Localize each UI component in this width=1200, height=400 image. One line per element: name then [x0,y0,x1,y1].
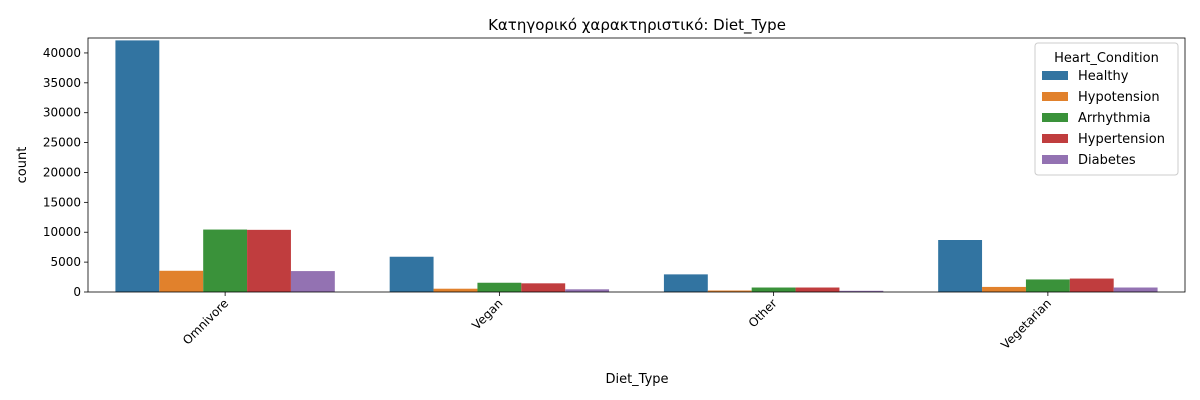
legend-box [1034,42,1179,176]
legend-title: Heart_Condition [1054,51,1159,66]
bar-hypertension-other [795,287,840,292]
bar-arrhythmia-vegan [477,282,522,292]
y-tick-label: 30000 [43,106,81,120]
legend: Heart_Condition Healthy Hypotension Arrhyth… [1034,42,1179,176]
bar-hypertension-omnivore [247,229,291,292]
y-tick-label: 15000 [43,195,81,209]
bar-diabetes-other [839,290,884,292]
y-axis: 0 5000 10000 15000 20000 25000 30000 35000 40000 [43,46,88,299]
bar-hypotension-other [707,290,752,292]
bar-hypotension-vegan [433,288,478,292]
x-tick-label: Other [746,296,780,330]
legend-entry-diabetes: Diabetes [1078,153,1136,168]
bar-healthy-vegetarian [938,240,983,292]
bar-arrhythmia-other [751,287,796,292]
bar-diabetes-vegetarian [1113,287,1158,292]
y-tick-label: 40000 [43,46,81,60]
bar-healthy-other [663,274,708,292]
y-tick-label: 0 [73,285,81,299]
bar-arrhythmia-vegetarian [1025,279,1070,292]
x-tick-label: Omnivore [180,296,231,347]
legend-entry-arrhythmia: Arrhythmia [1078,111,1151,126]
y-tick-label: 35000 [43,76,81,90]
y-tick-label: 20000 [43,165,81,179]
y-tick-label: 10000 [43,225,81,239]
bars [115,40,1158,292]
bar-healthy-vegan [389,256,434,292]
legend-entry-hypertension: Hypertension [1078,132,1165,147]
bar-hypertension-vegan [521,283,566,292]
legend-swatch-hypotension [1042,92,1068,101]
legend-entry-healthy: Healthy [1078,69,1129,84]
legend-swatch-arrhythmia [1042,113,1068,122]
bar-healthy-omnivore [115,40,160,292]
y-tick-label: 25000 [43,136,81,150]
bar-diabetes-omnivore [290,271,335,292]
x-tick-label: Vegetarian [998,296,1054,352]
bar-hypotension-omnivore [159,270,204,292]
bar-arrhythmia-omnivore [203,229,248,292]
x-tick-label: Vegan [469,296,505,332]
legend-swatch-diabetes [1042,155,1068,164]
x-axis: Omnivore Vegan Other Vegetarian [180,292,1054,352]
chart-title: Κατηγορικό χαρακτηριστικό: Diet_Type [488,16,786,35]
y-axis-label: count [15,147,30,184]
bar-hypertension-vegetarian [1069,278,1114,292]
legend-swatch-healthy [1042,71,1068,80]
bar-hypotension-vegetarian [982,286,1026,292]
legend-entry-hypotension: Hypotension [1078,90,1160,105]
x-axis-label: Diet_Type [605,372,668,387]
plot-frame [87,37,1186,293]
legend-swatch-hypertension [1042,134,1068,143]
y-tick-label: 5000 [50,255,81,269]
bar-diabetes-vegan [565,289,610,292]
